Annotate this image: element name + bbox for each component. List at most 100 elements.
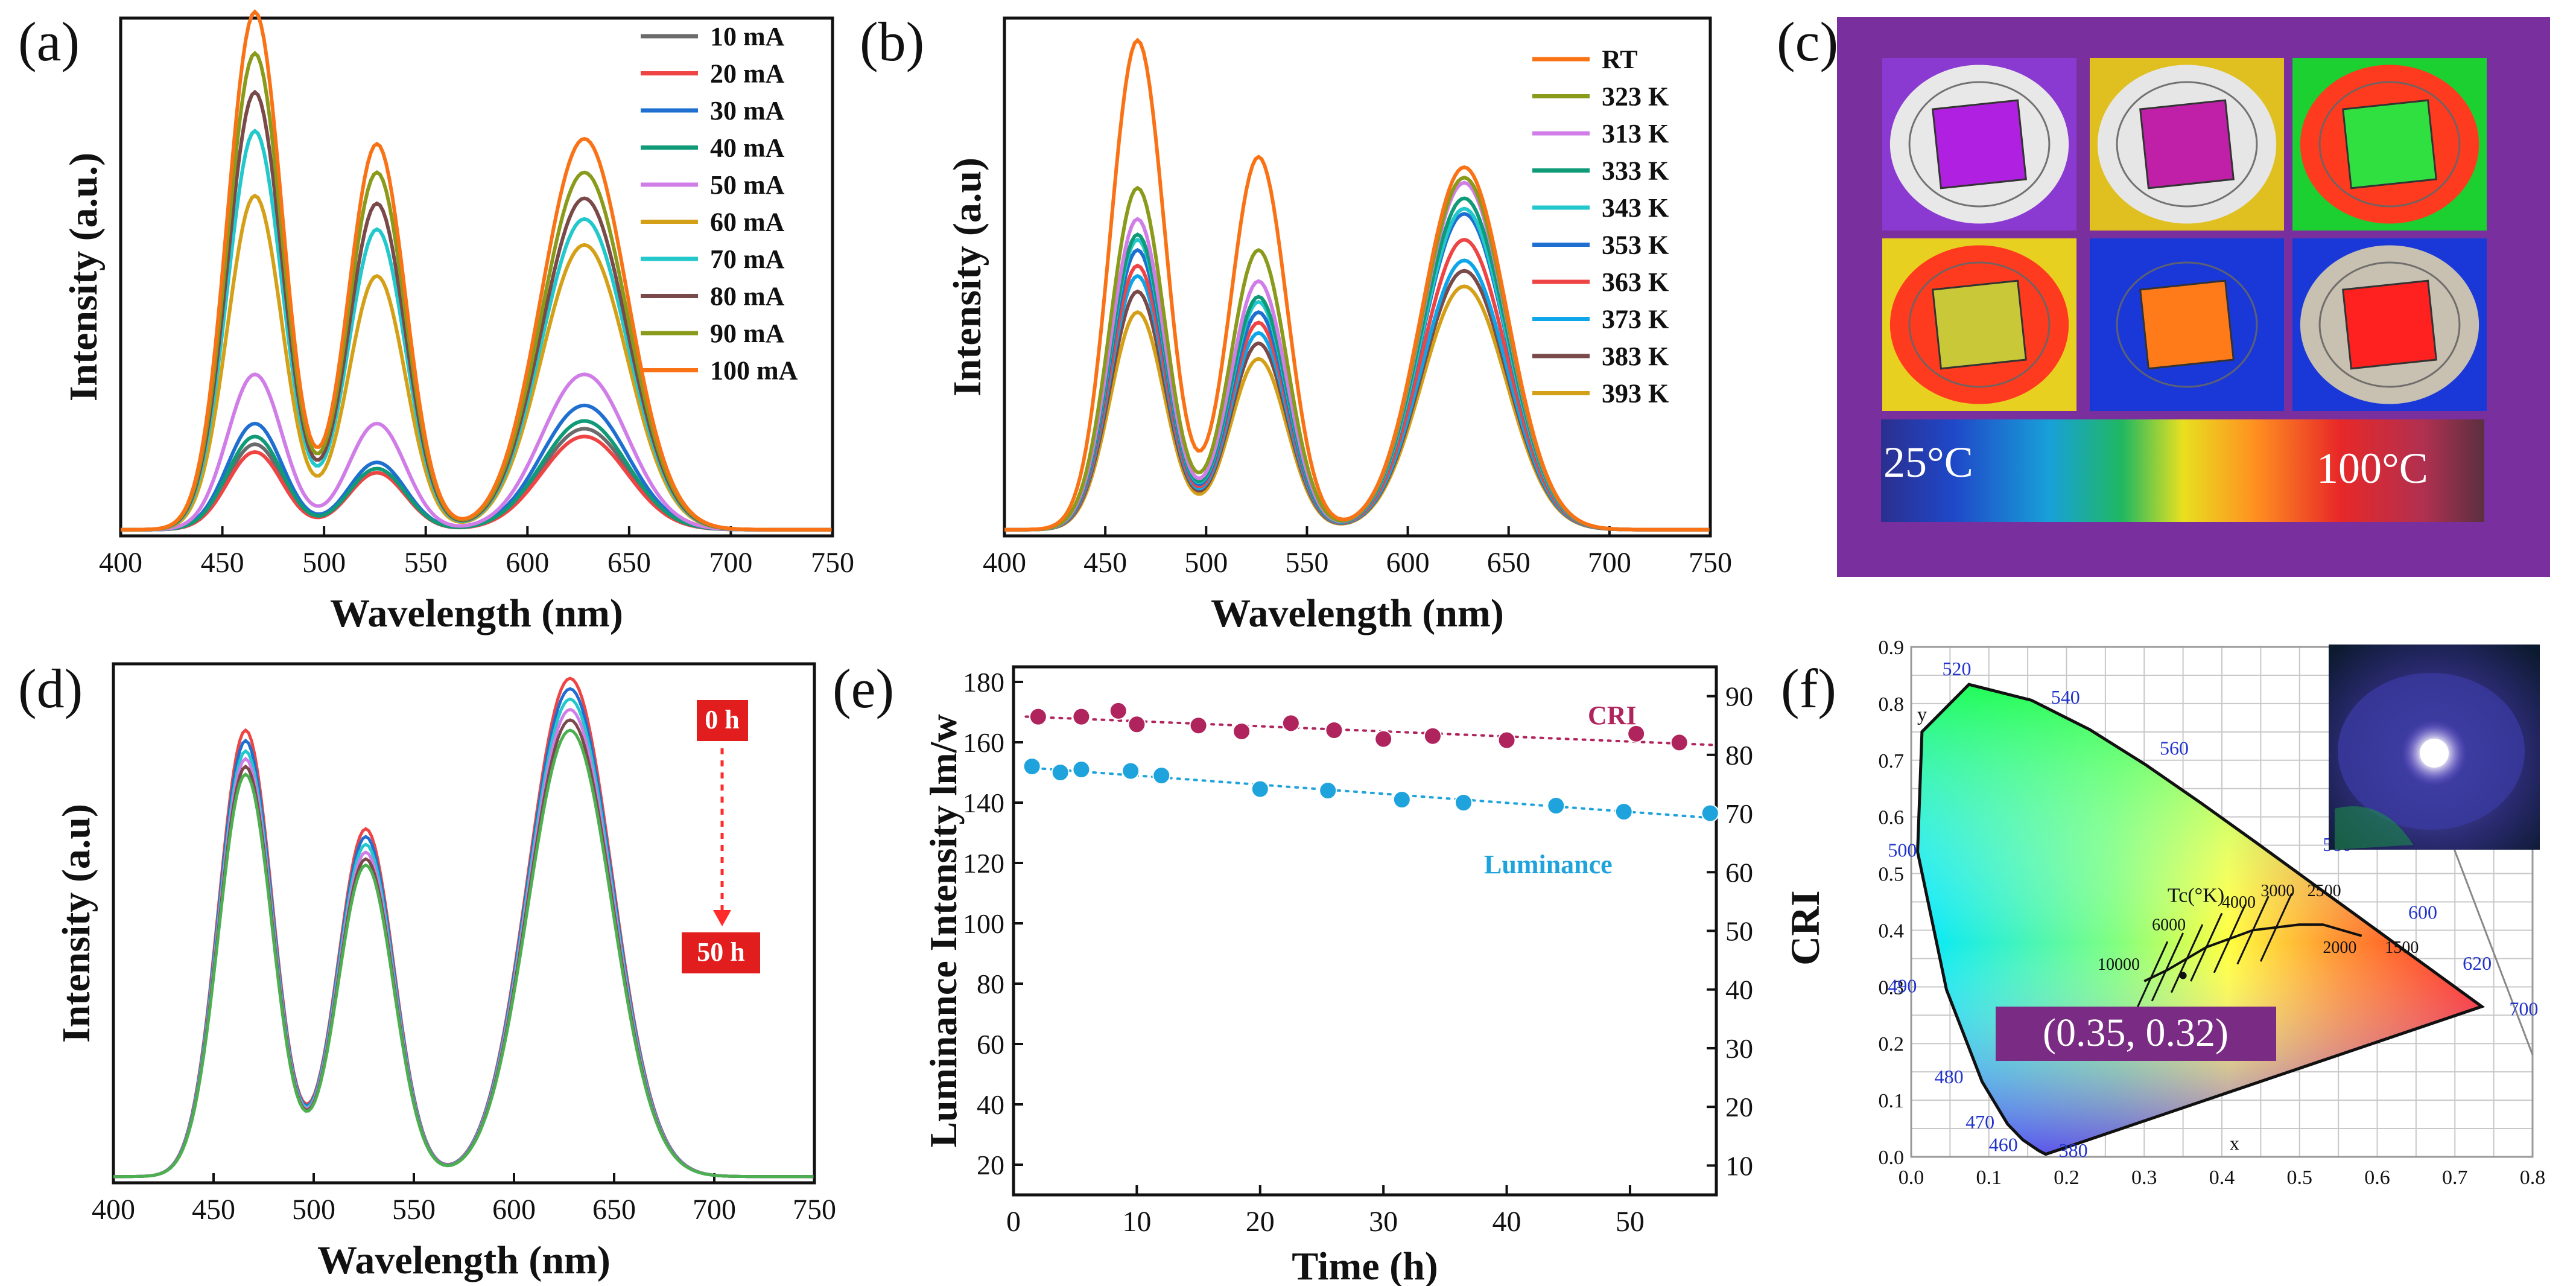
y-tick-label-left: 40 [977,1089,1004,1120]
data-point [1614,803,1633,821]
thermal-thumbnail [2292,58,2487,231]
wavelength-label: 700 [2509,998,2538,1019]
cie-x-tick-label: 0.6 [2364,1167,2390,1189]
y-tick-label-right: 80 [1725,740,1753,771]
legend-label: 90 mA [710,319,785,348]
y-tick-label-left: 120 [963,848,1004,879]
y-tick-label-left: 80 [977,969,1004,999]
data-point [1023,757,1041,775]
led-chip [2139,279,2235,370]
cie-x-axis-name: x [2230,1132,2239,1154]
arrow-head-icon [713,910,731,926]
data-point [1232,722,1251,740]
cct-label: 6000 [2152,915,2186,934]
data-point [1319,781,1337,800]
y-axis-label-left: Luminance Intensity lm/w [922,714,965,1147]
wavelength-label: 490 [1888,975,1917,997]
y-tick-label-right: 90 [1725,681,1753,712]
thermal-thumbnails [1882,58,2487,411]
legend-label: 373 K [1602,305,1669,334]
x-tick-label: 40 [1493,1206,1521,1238]
cie-x-tick-label: 0.7 [2442,1167,2468,1189]
isotherm-line [2151,932,2184,1002]
y-tick-label-right: 10 [1725,1150,1753,1181]
y-tick-label-left: 160 [963,727,1004,758]
x-tick-label: 550 [1285,547,1328,579]
chromaticity-point [2179,972,2187,979]
data-point [1029,707,1047,726]
panel-f-label: (f) [1781,658,1836,719]
cct-label: 2500 [2308,882,2341,900]
x-tick-label: 20 [1246,1206,1275,1238]
cie-y-tick-label: 0.5 [1879,864,1905,886]
panel-a-chart: 400 450 500 550 600 650 700 750 Wavelength (nm) I… [18,9,854,635]
cie-y-tick-label: 0.1 [1879,1090,1905,1112]
isotherm-line [2213,904,2246,973]
y-axis-label: Intensity (a.u) [54,804,98,1043]
x-tick-label: 10 [1122,1206,1151,1238]
plot-frame [1012,665,1718,1197]
end-time-box [682,932,760,973]
isotherm-line [2190,912,2223,982]
coordinate-box [1996,1007,2276,1061]
panel-f-ylabel: CRI [1782,890,1828,966]
x-tick-label: 700 [693,1194,736,1226]
y-tick-label-right: 50 [1725,916,1753,947]
cie-x-tick-label: 0.4 [2209,1167,2235,1189]
led-photo-reflection [2335,806,2413,850]
data-point [1455,794,1473,812]
y-axis-label: Intensity (a.u) [945,158,989,396]
thermal-thumbnail [1882,58,2076,231]
y-tick-label-left: 20 [977,1150,1004,1180]
data-point [1072,707,1091,726]
x-tick-label: 0 [1006,1206,1021,1238]
series-line [1004,212,1710,532]
legend-label: 70 mA [710,244,785,274]
data-point [1670,733,1689,752]
cie-y-axis-name: y [1917,703,1927,725]
cct-label: 1500 [2385,938,2419,957]
coordinate-label: (0.35, 0.32) [2043,1011,2229,1055]
cie-x-tick-label: 0.0 [1899,1167,1924,1189]
y-tick-label-left: 180 [963,667,1004,698]
x-tick-label: 600 [506,547,549,579]
panel-label: (d) [18,658,83,719]
legend-label: 40 mA [710,133,785,163]
data-point [1374,730,1393,748]
panel-c-label: (c) [1777,11,1838,72]
x-tick-label: 400 [99,547,142,579]
trend-line [1024,715,1718,746]
trend-line [1024,766,1718,820]
x-tick-label: 30 [1369,1206,1398,1238]
x-tick-label: 500 [302,547,346,579]
data-point [1109,701,1128,720]
start-time-label: 0 h [705,705,739,734]
panel-f-cie-diagram: (f) CRI 0.0 0.1 0.2 0.3 0.4 0.5 0.6 0.7 0.80.00.… [1781,637,2545,1189]
cct-label: 4000 [2222,893,2256,912]
end-time-label: 50 h [697,937,744,967]
x-tick-label: 50 [1616,1206,1645,1238]
data-point [1121,762,1140,780]
data-point [1072,760,1091,778]
legend-label: 60 mA [710,208,785,237]
x-tick-label: 650 [592,1194,636,1226]
x-tick-label: 700 [1588,547,1631,579]
legend-label: 20 mA [710,59,785,89]
data-point [1189,716,1208,735]
led-chip [1932,279,2027,370]
cie-x-tick-label: 0.2 [2054,1167,2080,1189]
isotherm-line [2170,924,2204,993]
legend-label: 323 K [1602,82,1669,112]
legend-label: 333 K [1602,156,1669,186]
cct-label: 10000 [2098,955,2140,974]
data-point [1701,804,1719,823]
cie-x-tick-label: 0.1 [1976,1167,2002,1189]
y-tick-label-left: 60 [977,1029,1004,1060]
x-tick-label: 550 [392,1194,436,1226]
y-tick-label-right: 30 [1725,1033,1753,1064]
scale-low-label: 25°C [1883,438,1973,486]
panel-e-chart: (e) 0 10 20 30 40 50 20 40 60 80 100 120 140 160 180 10 2… [833,658,1753,1286]
x-tick-label: 750 [793,1194,836,1226]
